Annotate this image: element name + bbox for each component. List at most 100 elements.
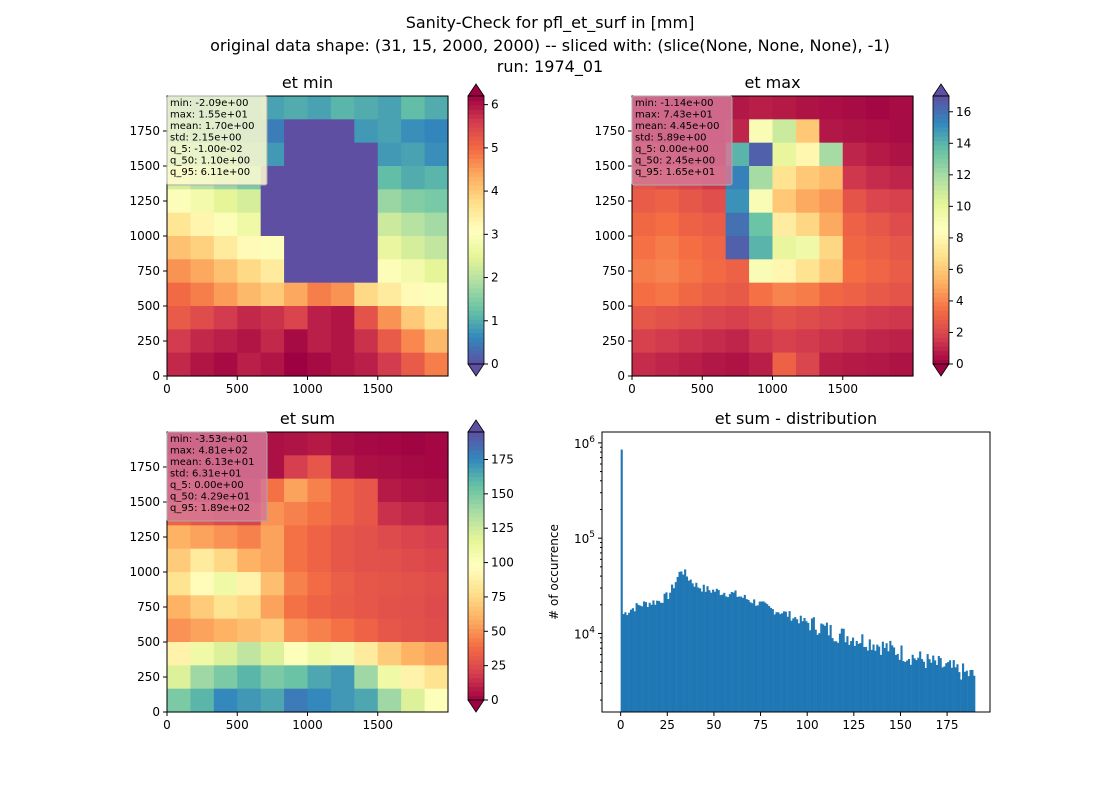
heatmap-cell: [401, 189, 426, 214]
colorbar-segment: [468, 332, 484, 338]
heatmap-cell: [772, 212, 797, 237]
colorbar-tick-label: 10: [956, 199, 971, 213]
colorbar-segment: [468, 637, 484, 643]
heatmap-cell: [260, 642, 285, 666]
histogram-bar: [713, 591, 717, 712]
heatmap-cell: [725, 282, 750, 307]
heatmap-cell: [307, 548, 332, 573]
heatmap-cell: [866, 259, 891, 284]
histogram-bar: [745, 599, 748, 712]
heatmap-cell: [401, 119, 426, 144]
heatmap-cell: [401, 352, 426, 377]
colorbar-segment: [933, 122, 949, 128]
histogram-bar: [693, 586, 696, 712]
histogram-bar: [928, 659, 931, 712]
colorbar-segment: [468, 346, 484, 352]
heatmap-cell: [284, 478, 309, 503]
heatmap-cell: [772, 142, 797, 167]
heatmap-cell: [307, 642, 332, 666]
heatmap-cell: [772, 236, 797, 260]
heatmap-cell: [424, 212, 449, 237]
stats-line-q5: q_5: 0.00e+00: [170, 480, 244, 491]
colorbar-segment: [468, 274, 484, 280]
x-tick-label: 0: [628, 382, 636, 396]
colorbar-segment: [468, 288, 484, 294]
histogram-bar: [697, 587, 700, 712]
stats-box: [631, 95, 733, 186]
heatmap-cell: [284, 525, 309, 550]
colorbar-segment: [468, 355, 484, 361]
heatmap-cell: [424, 189, 449, 214]
colorbar-segment: [468, 261, 484, 267]
colorbar-segment: [468, 163, 484, 168]
histogram-bar: [945, 663, 948, 712]
heatmap-cell: [354, 212, 379, 237]
colorbar-segment: [933, 176, 949, 182]
histogram-bar: [924, 667, 927, 712]
colorbar-tick-label: 4: [956, 294, 964, 308]
heatmap-cell: [424, 96, 449, 120]
heatmap-cell: [190, 618, 215, 643]
colorbar-segment: [468, 641, 484, 647]
heatmap-cell: [377, 525, 402, 550]
histogram-bar: [878, 646, 881, 712]
heatmap-cell: [167, 525, 192, 550]
heatmap-cell: [377, 455, 402, 480]
heatmap-cell: [819, 259, 844, 284]
heatmap-cell: [795, 119, 820, 144]
histogram-bar: [656, 600, 659, 712]
histogram-bar: [816, 634, 819, 712]
heatmap-cell: [424, 525, 449, 550]
colorbar-segment: [468, 100, 484, 106]
histogram-bar: [807, 622, 810, 712]
y-tick-label: 1000: [129, 565, 160, 579]
stats-line-q5: q_5: -1.00e-02: [170, 144, 243, 155]
heatmap-cell: [354, 329, 379, 354]
colorbar-segment: [468, 96, 484, 101]
histogram-bar: [909, 664, 912, 712]
heatmap-cell: [819, 236, 844, 260]
heatmap-cell: [167, 236, 192, 260]
heatmap-cell: [424, 142, 449, 167]
colorbar-segment: [468, 686, 484, 692]
heatmap-cell: [842, 282, 867, 307]
colorbar-segment: [933, 221, 949, 227]
heatmap-cell: [401, 96, 426, 120]
heatmap-cell: [330, 166, 355, 190]
histogram-bar: [848, 644, 851, 712]
x-tick-label: 1000: [757, 382, 788, 396]
histogram-bar: [754, 605, 758, 712]
stats-line-q95: q_95: 1.89e+02: [170, 503, 250, 514]
histogram-bar: [967, 676, 970, 712]
heatmap-cell: [330, 502, 355, 526]
histogram-bar: [753, 599, 756, 712]
histogram-bar: [784, 611, 787, 712]
heatmap-cell: [424, 352, 449, 377]
histogram-bar: [695, 582, 698, 712]
stats-line-min: min: -3.53e+01: [170, 434, 249, 445]
heatmap-cell: [237, 688, 262, 713]
colorbar-tick-label: 2: [956, 325, 964, 339]
colorbar-segment: [468, 516, 484, 522]
heatmap-cell: [889, 352, 914, 377]
histogram-bar: [661, 602, 664, 712]
heatmap-cell: [377, 595, 402, 620]
heatmap-cell: [795, 166, 820, 190]
colorbar-segment: [468, 458, 484, 464]
heatmap-cell: [725, 329, 750, 354]
heatmap-cell: [424, 259, 449, 284]
histogram-bar: [676, 576, 679, 712]
histogram-bar: [628, 612, 631, 712]
heatmap-cell: [330, 595, 355, 620]
heatmap-cell: [307, 236, 332, 260]
histogram-bar: [894, 655, 897, 712]
heatmap-cell: [678, 259, 703, 284]
histogram-bar: [838, 633, 842, 712]
histogram-bar: [788, 611, 791, 712]
histogram-bar: [973, 675, 976, 712]
heatmap-cell: [889, 189, 914, 214]
colorbar-segment: [468, 238, 484, 244]
heatmap-cell: [167, 212, 192, 237]
heatmap-cell: [655, 352, 680, 377]
